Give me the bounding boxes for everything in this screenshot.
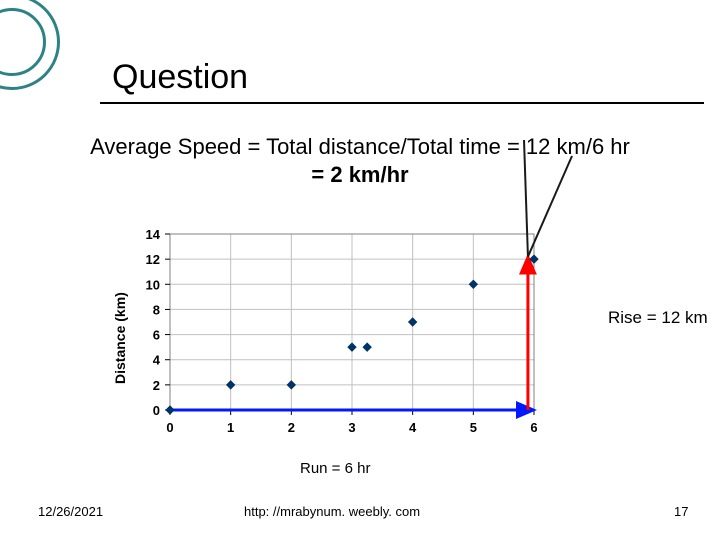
svg-text:10: 10: [146, 277, 160, 292]
svg-text:5: 5: [470, 420, 477, 435]
svg-text:4: 4: [409, 420, 417, 435]
footer-date: 12/26/2021: [38, 504, 103, 519]
svg-text:14: 14: [146, 227, 161, 242]
run-label: Run = 6 hr: [300, 460, 370, 477]
svg-text:1: 1: [227, 420, 234, 435]
svg-text:3: 3: [348, 420, 355, 435]
footer-url: http: //mrabynum. weebly. com: [244, 504, 420, 519]
title-underline: [100, 102, 704, 104]
distance-time-chart: 012345602468101214: [116, 224, 566, 456]
rise-label: Rise = 12 km: [608, 308, 708, 328]
slide-title: Question: [112, 58, 248, 97]
formula-line-2: = 2 km/hr: [0, 162, 720, 188]
svg-text:0: 0: [153, 403, 160, 418]
formula-line-1: Average Speed = Total distance/Total tim…: [0, 134, 720, 160]
svg-text:4: 4: [153, 353, 161, 368]
svg-text:6: 6: [530, 420, 537, 435]
svg-text:0: 0: [166, 420, 173, 435]
svg-text:8: 8: [153, 302, 160, 317]
svg-text:12: 12: [146, 252, 160, 267]
svg-text:2: 2: [288, 420, 295, 435]
svg-text:2: 2: [153, 378, 160, 393]
footer-page-number: 17: [674, 504, 688, 519]
svg-text:6: 6: [153, 328, 160, 343]
